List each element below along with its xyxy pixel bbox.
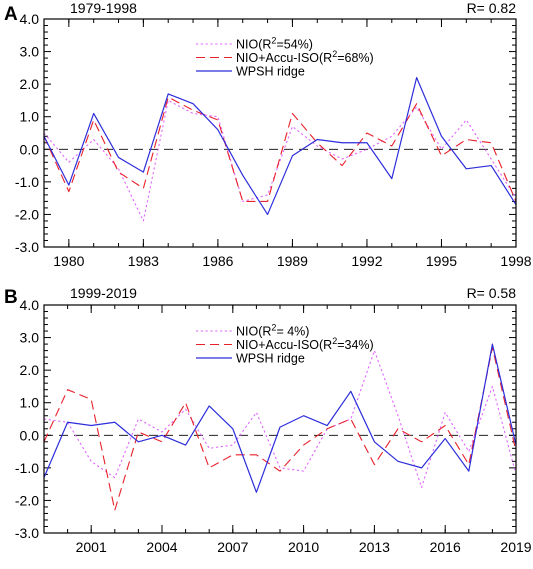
panel-letter: A xyxy=(4,4,18,25)
y-tick-label: 2.0 xyxy=(20,76,40,92)
series-line-nio xyxy=(43,350,517,488)
y-tick-label: 3.0 xyxy=(20,330,40,346)
y-tick-label: 4.0 xyxy=(20,297,40,313)
legend-entry-nio: NIO(R2=54%) xyxy=(236,36,313,52)
y-tick-label: -2.0 xyxy=(15,206,39,222)
correlation-label: R= 0.58 xyxy=(467,285,517,301)
y-tick-label: -3.0 xyxy=(15,525,39,541)
x-tick-label: 2013 xyxy=(359,539,390,555)
y-tick-label: 1.0 xyxy=(20,109,40,125)
legend-entry-name: WPSH ridge xyxy=(236,352,305,366)
x-tick-label: 1980 xyxy=(53,253,84,269)
y-tick-label: 0.0 xyxy=(20,427,40,443)
y-tick-label: 0.0 xyxy=(20,141,40,157)
legend-entry-name: NIO+Accu-ISO(R xyxy=(236,51,332,65)
series-line-nio-accu xyxy=(43,96,517,202)
y-tick-label: 2.0 xyxy=(20,362,40,378)
series-line-wpsh xyxy=(43,343,517,493)
x-tick-label: 2001 xyxy=(76,539,107,555)
x-tick-label: 2007 xyxy=(217,539,248,555)
legend-entry-superscript: 2 xyxy=(271,323,276,333)
legend-entry-nio-accu: NIO+Accu-ISO(R2=34%) xyxy=(236,336,374,352)
legend-entry-nio: NIO(R2= 4%) xyxy=(236,323,309,339)
x-tick-label: 2016 xyxy=(430,539,461,555)
legend-entry-superscript: 2 xyxy=(332,49,337,59)
legend-entry-superscript: 2 xyxy=(271,36,276,46)
x-tick-label: 2010 xyxy=(288,539,319,555)
legend-entry-wpsh: WPSH ridge xyxy=(236,65,305,79)
panel-a: A 1979-1998 R= 0.82 -3.0 -2.0 -1.0 0.0 1.0 2.0 3.… xyxy=(4,0,532,269)
series-line-wpsh xyxy=(43,77,517,216)
legend: NIO(R2=54%)NIO+Accu-ISO(R2=68%)WPSH ridg… xyxy=(196,36,374,79)
x-tick-label: 2004 xyxy=(146,539,177,555)
x-tick-label: 1998 xyxy=(500,253,531,269)
panel-letter: B xyxy=(4,287,18,308)
panel-b: B 1999-2019 R= 0.58 -3.0 -2.0 -1.0 0.0 1.0 2.0 3.… xyxy=(4,285,532,555)
legend-entry-nio-accu: NIO+Accu-ISO(R2=68%) xyxy=(236,49,374,65)
y-tick-label: -2.0 xyxy=(15,492,39,508)
x-tick-label: 1986 xyxy=(202,253,233,269)
x-tick-label: 1995 xyxy=(426,253,457,269)
legend-entry-tail: =34%) xyxy=(337,338,373,352)
legend-entry-name: WPSH ridge xyxy=(236,65,305,79)
y-tick-label: 3.0 xyxy=(20,44,40,60)
y-tick-label: 4.0 xyxy=(20,11,40,27)
y-tick-label: -3.0 xyxy=(15,239,39,255)
legend-entry-tail: =54%) xyxy=(276,38,312,52)
legend-entry-superscript: 2 xyxy=(332,336,337,346)
x-tick-label: 1983 xyxy=(128,253,159,269)
x-tick-label: 1992 xyxy=(351,253,382,269)
legend-entry-name: NIO+Accu-ISO(R xyxy=(236,338,332,352)
x-tick-label: 2019 xyxy=(500,539,531,555)
plot-frame xyxy=(43,18,517,248)
legend-entry-tail: = 4%) xyxy=(276,325,309,339)
period-label: 1979-1998 xyxy=(70,0,137,16)
x-tick-label: 1989 xyxy=(277,253,308,269)
legend-entry-name: NIO(R xyxy=(236,325,271,339)
y-tick-label: 1.0 xyxy=(20,395,40,411)
y-tick-label: -1.0 xyxy=(15,460,39,476)
series-line-nio-accu xyxy=(43,346,517,511)
plot-frame xyxy=(43,304,517,534)
legend-entry-tail: =68%) xyxy=(337,51,373,65)
legend-entry-name: NIO(R xyxy=(236,38,271,52)
legend: NIO(R2= 4%)NIO+Accu-ISO(R2=34%)WPSH ridg… xyxy=(196,323,374,366)
period-label: 1999-2019 xyxy=(70,285,137,301)
y-tick-label: -1.0 xyxy=(15,174,39,190)
correlation-label: R= 0.82 xyxy=(467,0,517,16)
series-line-nio xyxy=(43,99,517,222)
legend-entry-wpsh: WPSH ridge xyxy=(236,352,305,366)
